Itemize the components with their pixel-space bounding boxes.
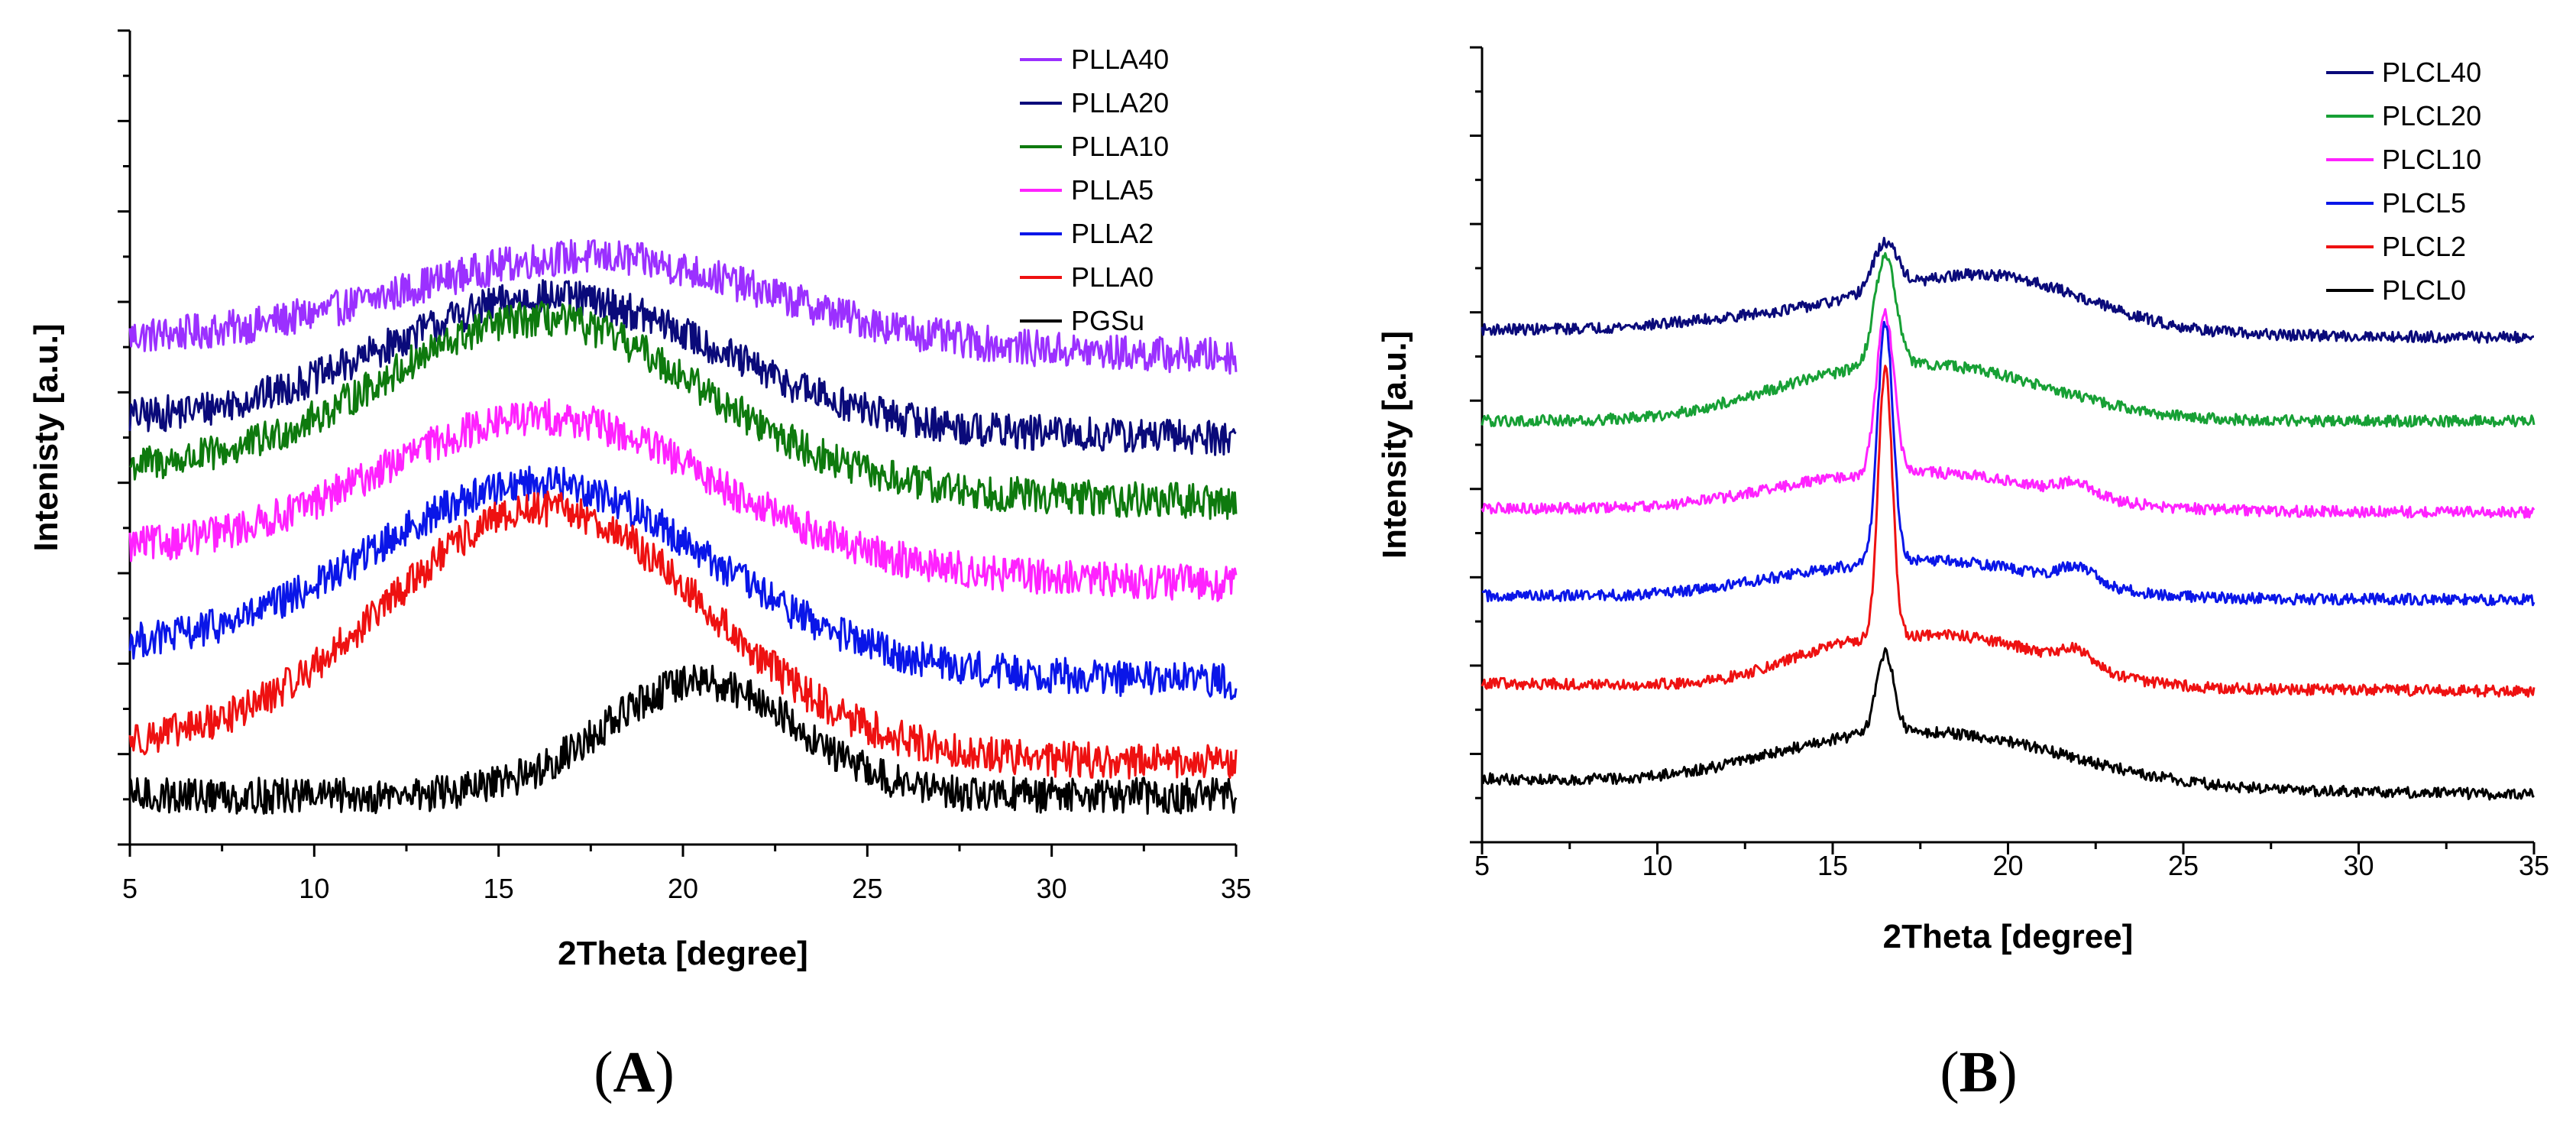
- x-tick-label: 25: [852, 873, 882, 904]
- x-axis-label: 2Theta [degree]: [1883, 918, 2134, 955]
- series-line-plcl0: [1481, 647, 2535, 801]
- legend-label: PLLA2: [1071, 218, 1154, 249]
- legend-label: PLCL2: [2382, 231, 2466, 262]
- x-tick-label: 5: [1474, 850, 1490, 881]
- series-line-plcl2: [1481, 365, 2536, 698]
- panel-label-a: (A): [594, 1040, 675, 1104]
- x-tick-label: 35: [2519, 850, 2549, 881]
- legend-label: PLLA10: [1071, 131, 1169, 162]
- x-tick-label: 10: [299, 873, 329, 904]
- series-line-plcl40: [1481, 236, 2534, 344]
- series-line-plcl20: [1481, 251, 2536, 428]
- legend-label: PLLA20: [1071, 87, 1169, 118]
- x-tick-label: 5: [122, 873, 138, 904]
- series-line-plla10: [129, 300, 1238, 520]
- x-tick-label: 30: [2343, 850, 2374, 881]
- x-tick-label: 20: [668, 873, 698, 904]
- legend-label: PLCL5: [2382, 187, 2466, 219]
- series-line-plcl5: [1481, 320, 2536, 607]
- x-tick-label: 25: [2168, 850, 2199, 881]
- legend-label: PLCL0: [2382, 274, 2466, 306]
- chart-panel-a: 5 10 15 20 25 30 35 2Theta [degree] Intenisty [a…: [28, 29, 1251, 972]
- legend-label: PLCL40: [2382, 57, 2481, 88]
- series-line-plla2: [128, 465, 1238, 700]
- legend-label: PLCL10: [2382, 144, 2481, 175]
- x-tick-label: 30: [1037, 873, 1067, 904]
- series-line-plcl10: [1481, 308, 2536, 519]
- series-line-plla0: [128, 490, 1238, 780]
- legend-label: PLCL20: [2382, 100, 2481, 131]
- legend-label: PLLA0: [1071, 261, 1154, 293]
- series-line-plla20: [128, 279, 1237, 456]
- x-tick-label: 15: [484, 873, 514, 904]
- legend-label: PLLA5: [1071, 174, 1154, 206]
- series-line-plla5: [128, 398, 1238, 602]
- y-axis-label: Intensity [a.u.]: [1376, 331, 1413, 559]
- legend-label: PGSu: [1071, 305, 1144, 336]
- x-tick-label: 10: [1642, 850, 1672, 881]
- legend-label: PLLA40: [1071, 44, 1169, 75]
- x-axis-label: 2Theta [degree]: [558, 935, 808, 972]
- chart-panel-b: 5 10 15 20 25 30 35 2Theta [degree] Intensity [a…: [1376, 46, 2549, 955]
- y-axis-label: Intenisty [a.u.]: [28, 323, 65, 551]
- x-tick-label: 20: [1992, 850, 2023, 881]
- x-tick-label: 15: [1817, 850, 1848, 881]
- x-tick-label: 35: [1221, 873, 1251, 904]
- panel-label-b: (B): [1940, 1040, 2018, 1104]
- series-line-pgsu: [128, 664, 1238, 815]
- series-line-plla40: [128, 238, 1238, 375]
